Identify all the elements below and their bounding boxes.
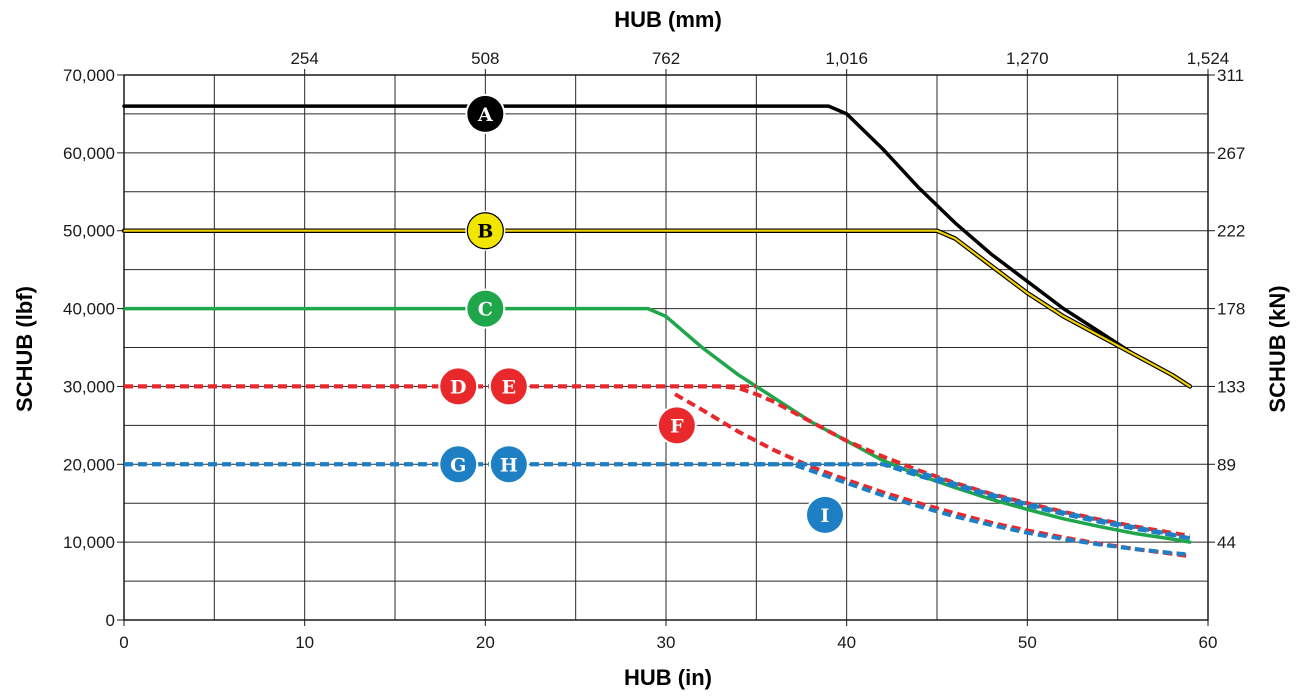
x2-tick-label: 254 <box>290 49 318 68</box>
chart-series <box>121 104 1193 559</box>
y-tick-label: 50,000 <box>63 222 115 241</box>
marker-label-g: G <box>450 454 466 476</box>
x-tick-label: 50 <box>1018 633 1037 652</box>
y2-tick-label: 89 <box>1217 455 1236 474</box>
marker-e <box>490 368 527 405</box>
axis-ticks: 0 10 20 30 40 50 60 254 508 762 1,016 1,270 1,524 0 10… <box>63 49 1245 652</box>
x-tick-label: 60 <box>1199 633 1218 652</box>
chart-grid <box>124 75 1208 620</box>
y-tick-label: 70,000 <box>63 66 115 85</box>
series-line-b <box>122 229 1192 388</box>
y-tick-label: 40,000 <box>63 300 115 319</box>
x-tick-label: 0 <box>119 633 128 652</box>
series-line-g <box>124 462 1191 557</box>
marker-b <box>466 212 504 250</box>
marker-i <box>806 496 843 533</box>
y-tick-label: 20,000 <box>63 455 115 474</box>
marker-d <box>440 368 477 405</box>
x-tick-label: 30 <box>657 633 676 652</box>
series-line-a <box>122 104 1192 389</box>
marker-c <box>467 290 504 327</box>
marker-a <box>467 95 504 132</box>
series-line-f <box>674 392 1191 559</box>
marker-label-b: B <box>477 221 493 243</box>
series-markers: A B C D E F G H I <box>438 93 845 535</box>
marker-label-e: E <box>502 376 516 398</box>
x-axis-title: HUB (in) <box>624 665 712 690</box>
y2-axis-title: SCHUB (kN) <box>1265 285 1290 412</box>
x2-axis-title: HUB (mm) <box>614 7 722 32</box>
series-line-i <box>756 462 1191 541</box>
y2-tick-label: 133 <box>1217 377 1245 396</box>
series-line-h <box>124 462 1191 541</box>
marker-f <box>658 407 695 444</box>
y-tick-label: 0 <box>106 611 115 630</box>
x-tick-label: 10 <box>295 633 314 652</box>
y2-tick-label: 178 <box>1217 300 1245 319</box>
y2-tick-label: 311 <box>1217 66 1244 85</box>
series-line-e <box>124 384 1191 538</box>
x-tick-label: 40 <box>837 633 856 652</box>
y2-tick-label: 267 <box>1217 144 1245 163</box>
y2-tick-label: 222 <box>1217 222 1245 241</box>
marker-label-i: I <box>821 505 830 527</box>
y-tick-label: 10,000 <box>63 533 115 552</box>
y-tick-label: 30,000 <box>63 377 115 396</box>
marker-h <box>490 446 527 483</box>
x2-tick-label: 508 <box>471 49 499 68</box>
marker-g <box>440 446 477 483</box>
marker-label-a: A <box>477 104 493 126</box>
marker-label-c: C <box>478 299 493 321</box>
x-tick-label: 20 <box>476 633 495 652</box>
marker-label-d: D <box>450 376 466 398</box>
marker-label-h: H <box>500 454 518 476</box>
marker-label-f: F <box>670 415 684 437</box>
x2-tick-label: 1,524 <box>1187 49 1230 68</box>
x2-tick-label: 762 <box>652 49 680 68</box>
y-tick-label: 60,000 <box>63 144 115 163</box>
x2-tick-label: 1,016 <box>825 49 868 68</box>
y-axis-title: SCHUB (lbf) <box>12 286 37 412</box>
x2-tick-label: 1,270 <box>1006 49 1049 68</box>
y2-tick-label: 44 <box>1217 533 1236 552</box>
